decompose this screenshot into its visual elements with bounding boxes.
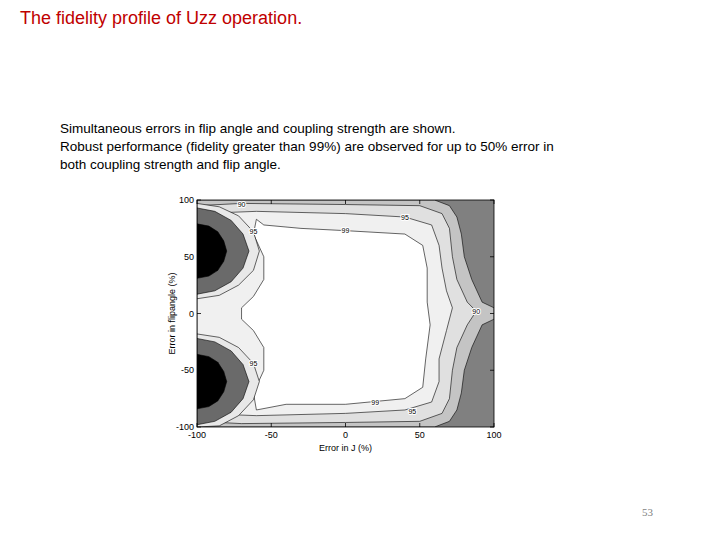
x-tick	[197, 200, 198, 204]
y-tick	[197, 370, 201, 371]
y-tick	[197, 427, 201, 428]
x-tick-label: 50	[415, 430, 425, 440]
contour-label: 95	[250, 228, 258, 235]
x-tick-label: 0	[343, 430, 348, 440]
y-tick	[197, 256, 201, 257]
x-tick	[345, 200, 346, 204]
x-tick	[419, 423, 420, 427]
contour-region	[197, 200, 494, 427]
y-tick-label: -50	[181, 365, 194, 375]
contour-label: 99	[371, 399, 379, 406]
y-tick-label: -100	[176, 422, 194, 432]
y-tick-label: 50	[184, 252, 194, 262]
page-number: 53	[642, 506, 653, 518]
slide-title: The fidelity profile of Uzz operation.	[20, 8, 302, 29]
text-line: Simultaneous errors in flip angle and co…	[60, 120, 700, 138]
y-tick	[490, 313, 494, 314]
contour-region	[197, 334, 259, 427]
contour-region	[197, 200, 494, 427]
x-tick	[419, 200, 420, 204]
y-tick	[197, 313, 201, 314]
contour-label: 90	[238, 201, 246, 208]
x-tick	[271, 200, 272, 204]
contour-region	[197, 338, 249, 424]
x-tick	[271, 423, 272, 427]
contour-label: 90	[472, 308, 480, 315]
plot-area	[197, 200, 494, 427]
contour-region	[197, 208, 249, 294]
contour-label: 99	[342, 227, 350, 234]
x-tick-label: -50	[265, 430, 278, 440]
y-tick-label: 100	[179, 195, 194, 205]
y-tick	[197, 200, 201, 201]
x-tick	[494, 200, 495, 204]
y-tick	[490, 427, 494, 428]
x-tick	[345, 423, 346, 427]
text-line: both coupling strength and flip angle.	[60, 156, 700, 174]
contour-region	[197, 224, 227, 278]
contour-region	[197, 354, 227, 408]
contour-region	[197, 203, 259, 298]
y-tick	[490, 200, 494, 201]
contour-region	[242, 219, 431, 410]
contour-label: 95	[250, 360, 258, 367]
contour-label: 95	[408, 408, 416, 415]
text-line: Robust performance (fidelity greater tha…	[60, 138, 700, 156]
y-tick	[490, 256, 494, 257]
chart: -100-50050100-100-50050100Error in J (%)…	[0, 0, 720, 540]
plot-frame	[197, 200, 494, 427]
x-tick	[197, 423, 198, 427]
y-tick-label: 0	[189, 309, 194, 319]
x-axis-label: Error in J (%)	[319, 443, 372, 453]
y-tick	[490, 370, 494, 371]
x-tick	[494, 423, 495, 427]
slide-text: Simultaneous errors in flip angle and co…	[60, 120, 700, 174]
x-tick-label: 100	[486, 430, 501, 440]
contour-label: 95	[401, 214, 409, 221]
y-axis-label: Error in flipangle (%)	[167, 272, 177, 354]
